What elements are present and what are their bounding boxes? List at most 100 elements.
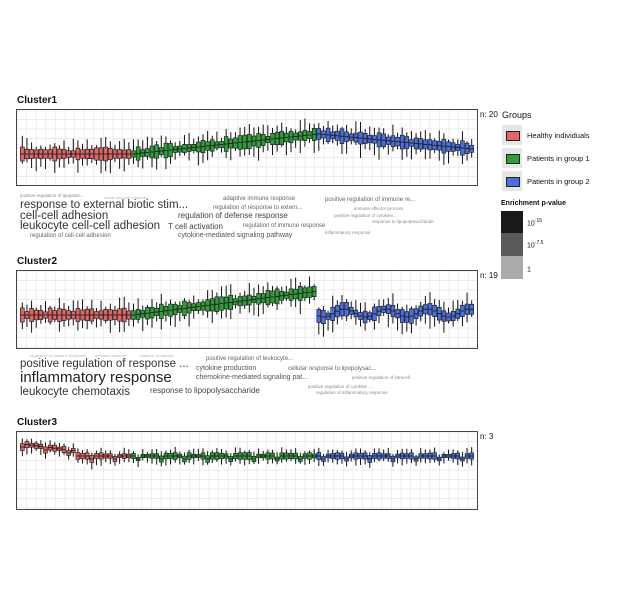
box-patients-in-group-2 <box>381 128 386 150</box>
box-healthy-individuals <box>52 442 57 455</box>
legend-swatch-group2 <box>506 177 520 187</box>
box-patients-in-group-1 <box>223 450 229 464</box>
box-healthy-individuals <box>61 140 67 168</box>
box-healthy-individuals <box>33 307 39 328</box>
go-term-label: immune effector process <box>354 206 404 211</box>
box-healthy-individuals <box>89 299 95 325</box>
box-patients-in-group-2 <box>358 302 363 327</box>
box-patients-in-group-2 <box>390 293 396 324</box>
box-healthy-individuals <box>61 443 67 455</box>
cluster2-boxplot <box>17 271 477 348</box>
box-patients-in-group-1 <box>247 449 252 465</box>
box-patients-in-group-1 <box>154 302 159 322</box>
box-patients-in-group-2 <box>409 306 414 334</box>
box-healthy-individuals <box>33 441 39 451</box>
box-patients-in-group-1 <box>242 126 247 156</box>
box-patients-in-group-2 <box>344 124 349 154</box>
box-healthy-individuals <box>57 442 62 457</box>
pvalue-key-mid <box>501 233 523 256</box>
box-patients-in-group-1 <box>307 450 312 464</box>
box-patients-in-group-1 <box>149 449 155 464</box>
box-healthy-individuals <box>47 440 53 453</box>
box-patients-in-group-1 <box>288 278 294 307</box>
box-patients-in-group-2 <box>381 299 386 316</box>
box-patients-in-group-1 <box>270 285 275 307</box>
box-patients-in-group-2 <box>423 449 428 464</box>
box-patients-in-group-1 <box>145 451 150 463</box>
box-healthy-individuals <box>29 300 34 333</box>
box-patients-in-group-2 <box>316 307 322 335</box>
go-term-label: cytokine production <box>140 353 175 358</box>
box-patients-in-group-2 <box>460 451 465 467</box>
box-patients-in-group-1 <box>298 452 303 464</box>
box-patients-in-group-1 <box>210 289 215 324</box>
box-patients-in-group-1 <box>172 446 178 463</box>
box-patients-in-group-2 <box>413 133 419 155</box>
box-healthy-individuals <box>52 143 57 173</box>
box-patients-in-group-2 <box>450 449 456 463</box>
cluster2-n-label: n: 19 <box>480 271 498 280</box>
box-patients-in-group-2 <box>427 292 433 329</box>
box-patients-in-group-1 <box>140 305 146 332</box>
box-patients-in-group-1 <box>214 448 220 462</box>
box-patients-in-group-1 <box>186 132 192 161</box>
box-patients-in-group-2 <box>335 300 340 325</box>
box-patients-in-group-1 <box>307 276 312 304</box>
cluster3-title: Cluster3 <box>17 417 58 428</box>
box-patients-in-group-2 <box>362 302 368 331</box>
box-patients-in-group-1 <box>214 131 220 151</box>
box-healthy-individuals <box>117 451 122 464</box>
box-patients-in-group-1 <box>256 284 261 317</box>
box-patients-in-group-1 <box>186 449 192 463</box>
box-healthy-individuals <box>117 297 122 333</box>
box-patients-in-group-1 <box>177 451 183 465</box>
box-healthy-individuals <box>117 141 122 169</box>
box-patients-in-group-1 <box>284 449 289 462</box>
box-patients-in-group-2 <box>441 452 447 464</box>
box-healthy-individuals <box>84 139 90 166</box>
box-patients-in-group-1 <box>247 282 252 313</box>
box-patients-in-group-1 <box>260 124 266 153</box>
box-healthy-individuals <box>20 135 25 164</box>
box-patients-in-group-1 <box>251 451 257 465</box>
box-patients-in-group-2 <box>404 304 410 332</box>
box-patients-in-group-2 <box>321 125 326 145</box>
box-patients-in-group-1 <box>154 449 159 465</box>
legend-key-healthy <box>502 125 522 145</box>
box-healthy-individuals <box>47 305 53 325</box>
box-patients-in-group-1 <box>191 448 196 465</box>
box-patients-in-group-2 <box>372 448 377 463</box>
go-term-label: adaptive immune response <box>223 196 296 202</box>
pvalue-key-light <box>501 256 523 279</box>
box-healthy-individuals <box>38 145 44 167</box>
box-patients-in-group-2 <box>441 301 447 333</box>
box-healthy-individuals <box>80 449 85 464</box>
pvalue-label-2: 1 <box>527 266 531 274</box>
pvalue-key-dark <box>501 211 523 233</box>
box-patients-in-group-1 <box>265 449 271 465</box>
go-term-label: regulation of immune response <box>243 223 326 229</box>
go-term-label: cellular response to lipopolysac... <box>288 366 377 372</box>
box-patients-in-group-1 <box>159 135 164 157</box>
box-patients-in-group-1 <box>223 285 229 318</box>
box-patients-in-group-1 <box>219 448 224 465</box>
box-patients-in-group-2 <box>362 129 368 150</box>
box-healthy-individuals <box>98 447 104 466</box>
box-patients-in-group-2 <box>353 121 359 146</box>
box-patients-in-group-1 <box>191 138 196 154</box>
box-patients-in-group-2 <box>469 447 474 466</box>
box-patients-in-group-2 <box>348 301 354 320</box>
box-healthy-individuals <box>80 143 85 166</box>
legend-swatch-healthy <box>506 131 520 141</box>
box-healthy-individuals <box>43 442 48 459</box>
box-healthy-individuals <box>24 138 30 163</box>
box-patients-in-group-1 <box>149 137 155 168</box>
box-patients-in-group-1 <box>145 136 150 160</box>
go-term-label: positive regulation of response ... <box>20 358 189 370</box>
go-term-label: innate immune response <box>104 195 148 200</box>
box-healthy-individuals <box>126 449 132 463</box>
box-patients-in-group-2 <box>432 299 437 327</box>
box-healthy-individuals <box>43 146 48 169</box>
box-patients-in-group-2 <box>423 295 428 324</box>
box-patients-in-group-1 <box>163 136 169 170</box>
